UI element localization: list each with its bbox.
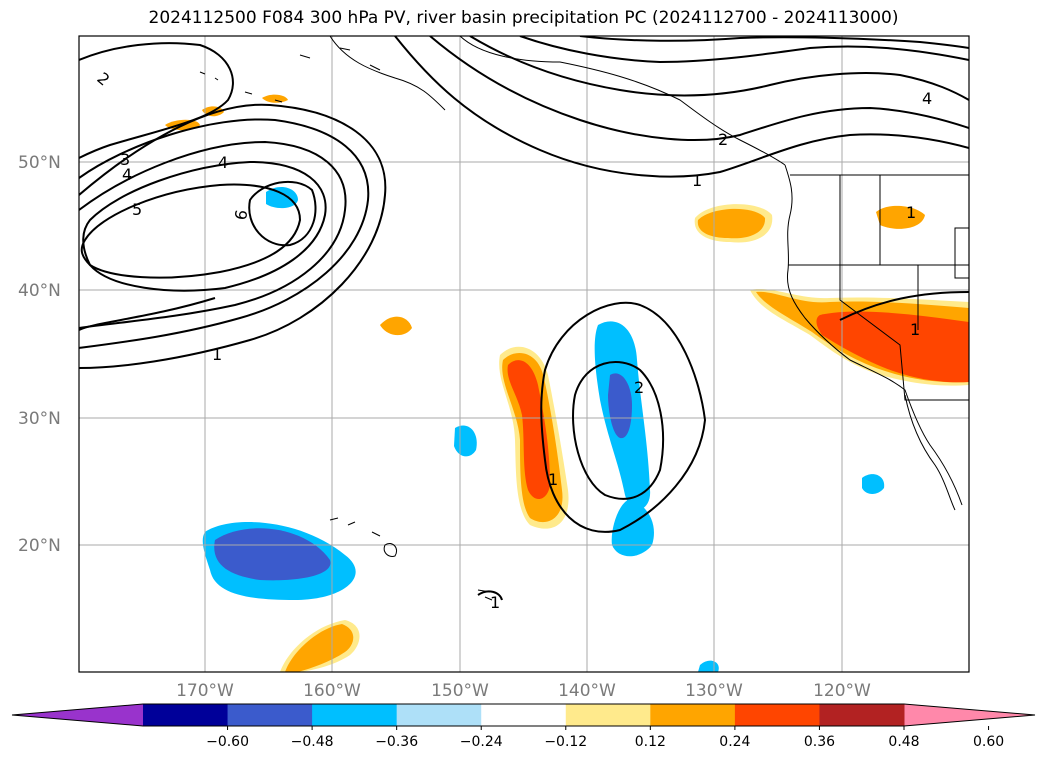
contour-label: 1 — [212, 345, 222, 364]
map-title: 2024112500 F084 300 hPa PV, river basin … — [148, 8, 899, 28]
lat-label-20n: 20°N — [18, 536, 61, 556]
lon-label-130w: 130°W — [685, 681, 743, 701]
precip-neg-area — [611, 500, 654, 557]
contour-label: 5 — [132, 200, 142, 219]
contour-label: 3 — [120, 150, 130, 169]
colorbar-swatch — [143, 704, 229, 726]
colorbar-tick-label: −0.48 — [291, 734, 334, 750]
colorbar-swatch — [565, 704, 651, 726]
contour-label: 2 — [718, 130, 728, 149]
lon-label-150w: 150°W — [431, 681, 489, 701]
coastlines — [199, 36, 969, 601]
colorbar-outline — [11, 703, 1036, 727]
precip-pos-area — [285, 624, 354, 672]
colorbar-extend-high — [904, 704, 1035, 726]
precip-pos-core — [816, 311, 969, 383]
graticule — [79, 36, 969, 672]
precip-neg-core — [214, 528, 331, 581]
contour-label: 4 — [122, 165, 132, 184]
precip-pos-area — [697, 208, 766, 239]
colorbar-tick-label: −0.36 — [375, 734, 418, 750]
colorbar-swatch — [650, 704, 736, 726]
colorbar-swatch — [481, 704, 567, 726]
precip-pos-core — [507, 360, 550, 500]
contour-label: 4 — [218, 153, 228, 172]
lon-label-170w: 170°W — [176, 681, 234, 701]
colorbar-tick-label: −0.24 — [460, 734, 503, 750]
colorbar-tick-label: 0.48 — [888, 734, 919, 750]
lat-label-40n: 40°N — [18, 281, 61, 301]
lon-label-140w: 140°W — [558, 681, 616, 701]
lat-label-50n: 50°N — [18, 153, 61, 173]
colorbar-swatch — [819, 704, 905, 726]
contour-label: 1 — [548, 470, 558, 489]
colorbar-tick-label: 0.60 — [973, 734, 1004, 750]
colorbar-swatch — [227, 704, 313, 726]
contour-label: 1 — [490, 593, 500, 612]
lon-label-160w: 160°W — [303, 681, 361, 701]
colorbar: −0.60 −0.48 −0.36 −0.24 −0.12 0.12 0.24 0.36 0.4… — [11, 703, 1036, 750]
lon-label-120w: 120°W — [813, 681, 871, 701]
contour-label: 4 — [922, 89, 932, 108]
precip-pos-area — [876, 205, 925, 229]
precip-neg-area — [266, 186, 298, 209]
lat-label-30n: 30°N — [18, 409, 61, 429]
colorbar-swatch — [312, 704, 398, 726]
colorbar-swatch — [396, 704, 482, 726]
contour-label: 6 — [231, 208, 251, 221]
contour-label: 1 — [910, 320, 920, 339]
precip-neg-core — [608, 373, 632, 439]
lon-labels: 170°W 160°W 150°W 140°W 130°W 120°W — [176, 681, 871, 701]
colorbar-tick-label: 0.12 — [635, 734, 666, 750]
colorbar-tick-label: −0.60 — [206, 734, 249, 750]
colorbar-tick-label: 0.24 — [719, 734, 750, 750]
precip-pos-area — [380, 316, 412, 336]
contour-label: 1 — [906, 203, 916, 222]
colorbar-tick-label: −0.12 — [544, 734, 587, 750]
colorbar-swatch — [734, 704, 820, 726]
pv-contours — [79, 36, 969, 601]
lat-labels: 50°N 40°N 30°N 20°N — [18, 153, 61, 556]
colorbar-extend-low — [12, 704, 143, 726]
precip-pos-area — [262, 94, 288, 103]
colorbar-tick-label: 0.36 — [804, 734, 835, 750]
contour-label: 1 — [692, 171, 702, 190]
precip-neg-area — [862, 474, 885, 494]
map-frame — [78, 35, 970, 673]
contour-label: 2 — [634, 378, 644, 397]
